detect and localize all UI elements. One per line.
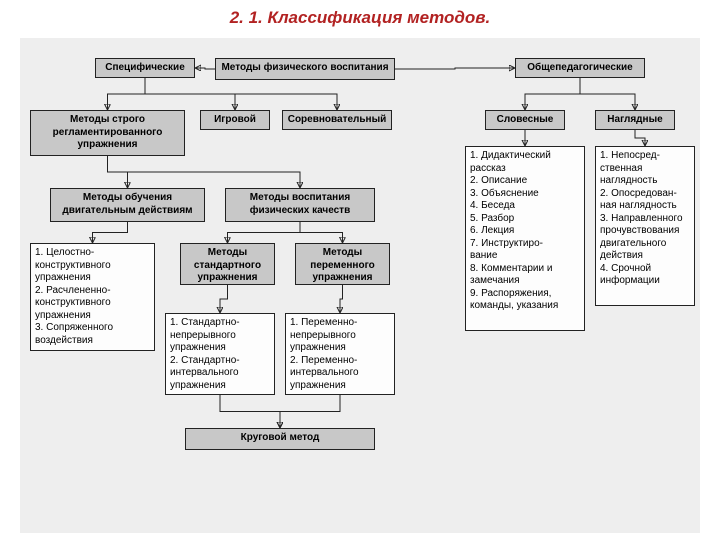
- edge-spec-compet: [145, 78, 337, 110]
- node-var: Методы переменного упражнения: [295, 243, 390, 285]
- node-circ: Круговой метод: [185, 428, 375, 450]
- edge-root-gen: [395, 68, 515, 69]
- node-learn_list: 1. Целостно-конструктивного упражнения 2…: [30, 243, 155, 351]
- edge-learn-learn_list: [93, 222, 128, 243]
- node-qual: Методы воспитания физических качеств: [225, 188, 375, 222]
- node-spec: Специфические: [95, 58, 195, 78]
- edge-strict-qual: [108, 156, 301, 188]
- node-var_list: 1. Переменно-непрерывного упражнения 2. …: [285, 313, 395, 395]
- edge-gen-verbal: [525, 78, 580, 110]
- node-gen: Общепедагогические: [515, 58, 645, 78]
- node-visual: Наглядные: [595, 110, 675, 130]
- node-std: Методы стандартного упражнения: [180, 243, 275, 285]
- edge-qual-var: [300, 222, 343, 243]
- node-std_list: 1. Стандартно-непрерывного упражнения 2.…: [165, 313, 275, 395]
- edge-root-spec: [195, 68, 215, 69]
- edge-qual-std: [228, 222, 301, 243]
- edge-visual-visual_list: [635, 130, 645, 146]
- edge-spec-game: [145, 78, 235, 110]
- node-visual_list: 1. Непосред- ственная наглядность 2. Опо…: [595, 146, 695, 306]
- edge-var-var_list: [340, 285, 343, 313]
- edge-spec-strict: [108, 78, 146, 110]
- edge-var_list-circ: [280, 395, 340, 428]
- node-root: Методы физического воспитания: [215, 58, 395, 80]
- node-strict: Методы строго регламентированного упражн…: [30, 110, 185, 156]
- node-learn: Методы обучения двигательным действиям: [50, 188, 205, 222]
- page-title: 2. 1. Классификация методов.: [0, 0, 720, 28]
- node-verbal_list: 1. Дидактический рассказ 2. Описание 3. …: [465, 146, 585, 331]
- edge-std-std_list: [220, 285, 228, 313]
- node-verbal: Словесные: [485, 110, 565, 130]
- diagram-canvas: Методы физического воспитания Специфическ…: [20, 38, 700, 533]
- node-game: Игровой: [200, 110, 270, 130]
- edge-gen-visual: [580, 78, 635, 110]
- edge-std_list-circ: [220, 395, 280, 428]
- edge-strict-learn: [108, 156, 128, 188]
- node-compet: Соревновательный: [282, 110, 392, 130]
